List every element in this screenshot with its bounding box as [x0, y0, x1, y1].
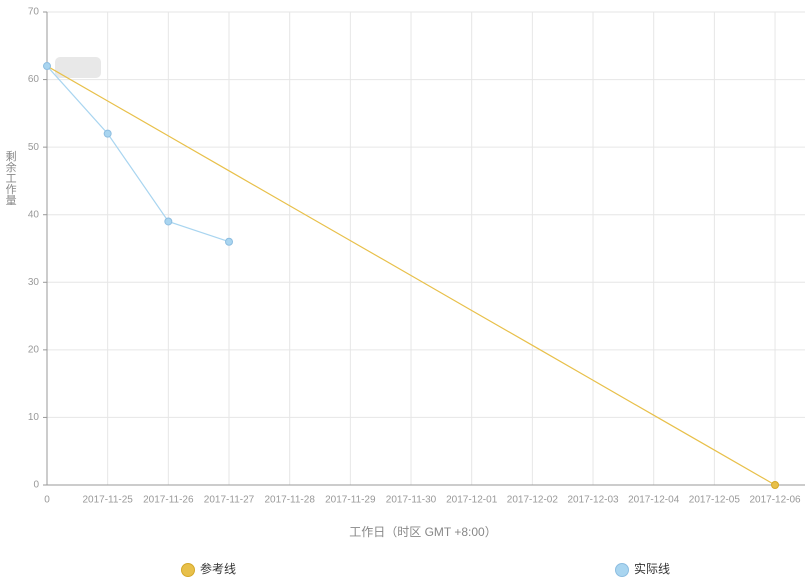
y-tick-label: 60 [28, 74, 40, 85]
x-tick-label: 2017-11-26 [143, 495, 194, 506]
x-tick-label: 2017-11-29 [325, 495, 376, 506]
y-tick-label: 20 [28, 344, 40, 355]
x-tick-label: 2017-11-27 [204, 495, 255, 506]
y-tick-label: 30 [28, 277, 40, 288]
y-tick-label: 50 [28, 142, 40, 153]
legend-swatch [615, 563, 629, 577]
x-tick-label: 2017-11-25 [82, 495, 133, 506]
x-tick-label: 2017-12-01 [446, 495, 498, 506]
y-tick-label: 70 [28, 7, 40, 18]
x-tick-label: 0 [44, 495, 50, 506]
y-tick-label: 0 [33, 480, 39, 491]
y-axis-title: 剩余工作量 [4, 150, 17, 205]
legend-label: 实际线 [634, 561, 670, 576]
series-line [46, 65, 776, 486]
x-tick-label: 2017-12-06 [749, 495, 801, 506]
x-tick-label: 2017-11-28 [264, 495, 315, 506]
data-point [225, 237, 234, 246]
y-tick-label: 10 [28, 412, 40, 423]
data-point [771, 481, 780, 489]
data-point [103, 129, 112, 138]
tooltip [55, 57, 101, 78]
data-point [43, 62, 51, 71]
x-tick-label: 2017-12-02 [507, 495, 559, 506]
y-tick-label: 40 [28, 209, 40, 220]
legend-label: 参考线 [200, 561, 236, 576]
x-tick-label: 2017-12-05 [689, 495, 741, 506]
x-tick-label: 2017-12-03 [567, 495, 619, 506]
x-axis-title: 工作日（时区 GMT +8:00） [349, 525, 496, 539]
legend-swatch [181, 563, 195, 577]
x-tick-label: 2017-12-04 [628, 495, 680, 506]
series-line [46, 65, 230, 243]
data-point [164, 217, 173, 226]
x-tick-label: 2017-11-30 [386, 495, 437, 506]
